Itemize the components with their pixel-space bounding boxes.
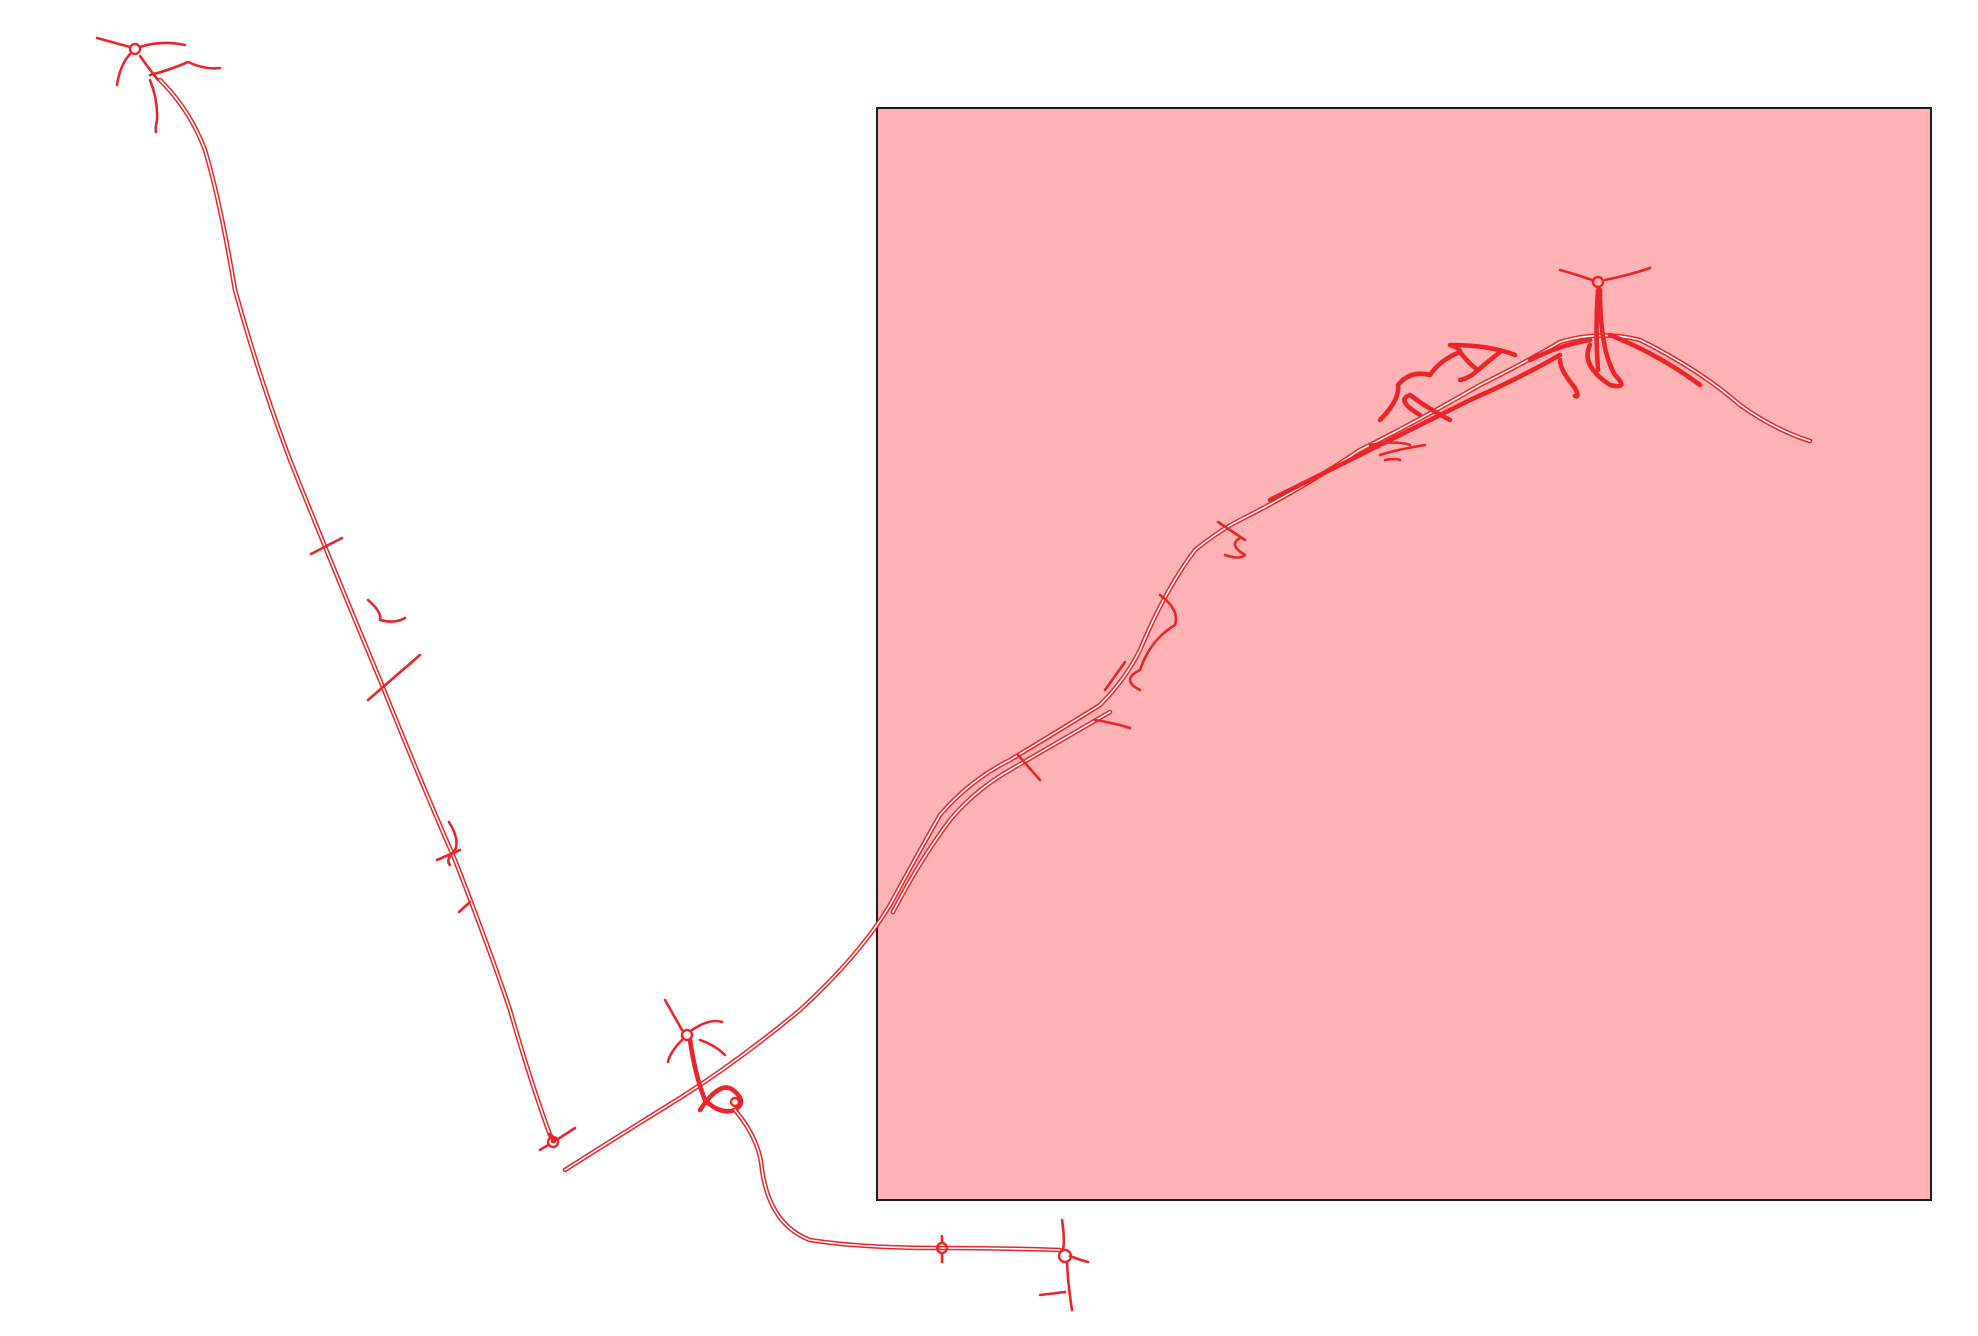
crossings-north-branch: [309, 536, 472, 914]
crossings-main-highway: [1016, 441, 1427, 782]
interchange-southwest: [663, 998, 1063, 1253]
highway-main: [562, 333, 1813, 1173]
interchange-northeast: [1267, 266, 1703, 503]
highlighted-area[interactable]: [876, 107, 1932, 1201]
junction-branch-south: [538, 1126, 577, 1152]
road-north-branch: [157, 77, 557, 1144]
junction-south: [935, 1218, 1090, 1312]
junction-northwest: [95, 36, 222, 134]
